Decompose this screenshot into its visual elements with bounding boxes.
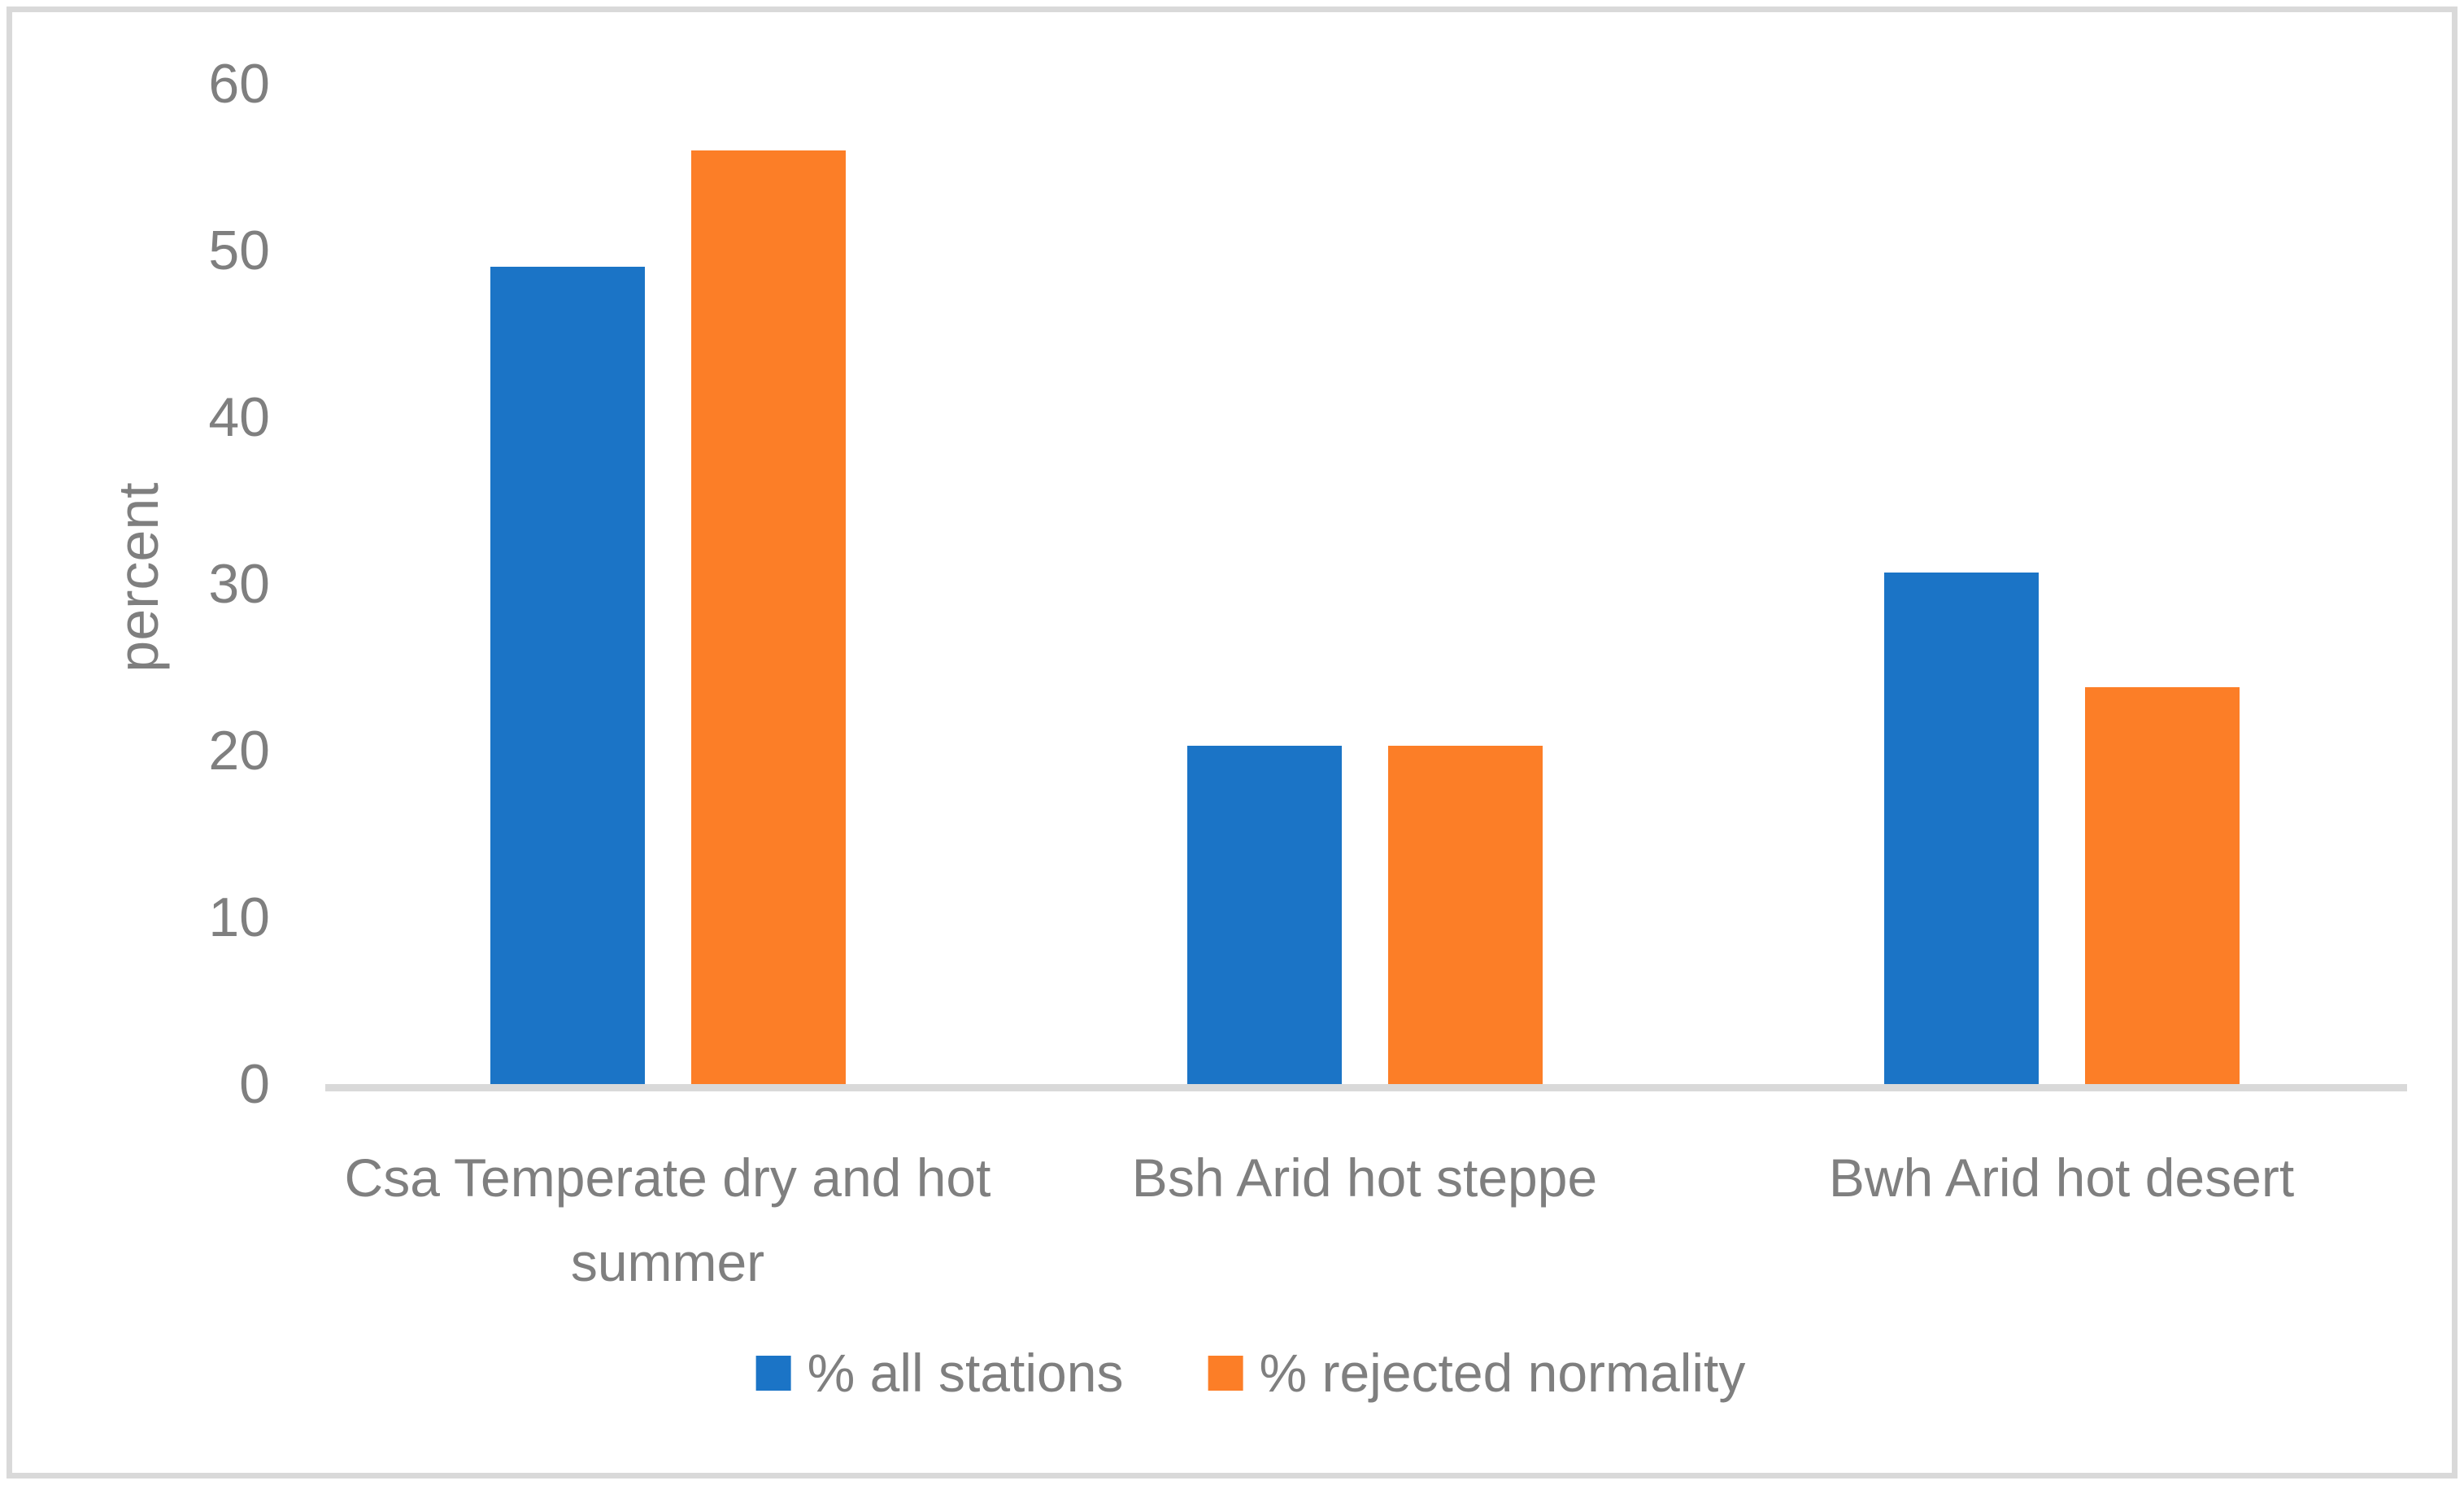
legend: % all stations % rejected normality (755, 1342, 1745, 1404)
legend-swatch-icon (1208, 1355, 1243, 1391)
bar-all-stations-2 (1883, 573, 2039, 1084)
legend-item: % rejected normality (1208, 1342, 1745, 1404)
legend-label: % rejected normality (1259, 1343, 1746, 1403)
y-tick-label: 10 (208, 886, 270, 948)
y-tick-label: 50 (208, 220, 270, 281)
legend-item: % all stations (755, 1342, 1124, 1404)
x-category-label: Bsh Arid hot steppe (1131, 1148, 1598, 1208)
y-tick-label: 60 (208, 53, 270, 115)
x-category-label: Csa Temperate dry and hot summer (344, 1148, 991, 1292)
y-tick-label: 0 (239, 1053, 270, 1115)
legend-label: % all stations (807, 1343, 1124, 1403)
y-tick-label: 30 (208, 553, 270, 615)
y-tick-label: 20 (208, 720, 270, 782)
x-axis-line (325, 1084, 2407, 1091)
y-tick-label: 40 (208, 386, 270, 448)
bar-all-stations-1 (1186, 746, 1342, 1084)
bar-rejected-normality-1 (1387, 746, 1543, 1084)
bar-all-stations-0 (490, 267, 645, 1084)
bar-rejected-normality-0 (690, 150, 846, 1084)
bar-rejected-normality-2 (2084, 687, 2240, 1084)
legend-swatch-icon (755, 1355, 791, 1391)
x-category-label: Bwh Arid hot desert (1828, 1148, 2295, 1208)
